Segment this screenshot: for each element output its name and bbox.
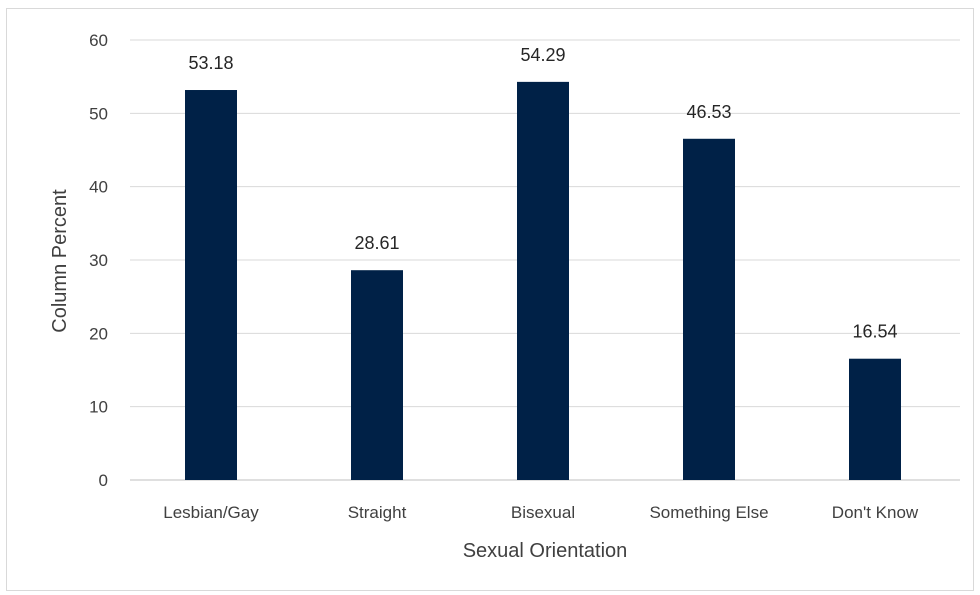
- value-label-3: 46.53: [686, 102, 731, 122]
- value-labels: 53.18 28.61 54.29 46.53 16.54: [188, 45, 897, 342]
- y-tick-label-40: 40: [89, 178, 108, 197]
- y-tick-labels: 0 10 20 30 40 50 60: [89, 31, 108, 490]
- x-tick-label-2: Bisexual: [511, 503, 575, 522]
- y-tick-label-0: 0: [99, 471, 108, 490]
- chart-frame: [6, 8, 974, 591]
- x-tick-labels: Lesbian/Gay Straight Bisexual Something Els…: [163, 503, 919, 522]
- x-axis-title: Sexual Orientation: [463, 540, 628, 562]
- bar-4: [849, 358, 901, 480]
- y-tick-label-20: 20: [89, 324, 108, 343]
- y-tick-label-60: 60: [89, 31, 108, 50]
- bar-1: [351, 270, 403, 480]
- value-label-2: 54.29: [520, 45, 565, 65]
- y-tick-label-50: 50: [89, 104, 108, 123]
- value-label-0: 53.18: [188, 53, 233, 73]
- bar-2: [517, 81, 569, 480]
- bar-3: [683, 138, 735, 480]
- y-axis-title: Column Percent: [49, 189, 71, 333]
- x-tick-label-4: Don't Know: [832, 503, 919, 522]
- y-tick-label-10: 10: [89, 398, 108, 417]
- x-tick-label-1: Straight: [348, 503, 407, 522]
- x-tick-label-0: Lesbian/Gay: [163, 503, 259, 522]
- value-label-4: 16.54: [852, 322, 897, 342]
- bar-0: [185, 90, 237, 480]
- x-tick-label-3: Something Else: [649, 503, 768, 522]
- bars: [185, 81, 901, 480]
- value-label-1: 28.61: [354, 233, 399, 253]
- y-tick-label-30: 30: [89, 251, 108, 270]
